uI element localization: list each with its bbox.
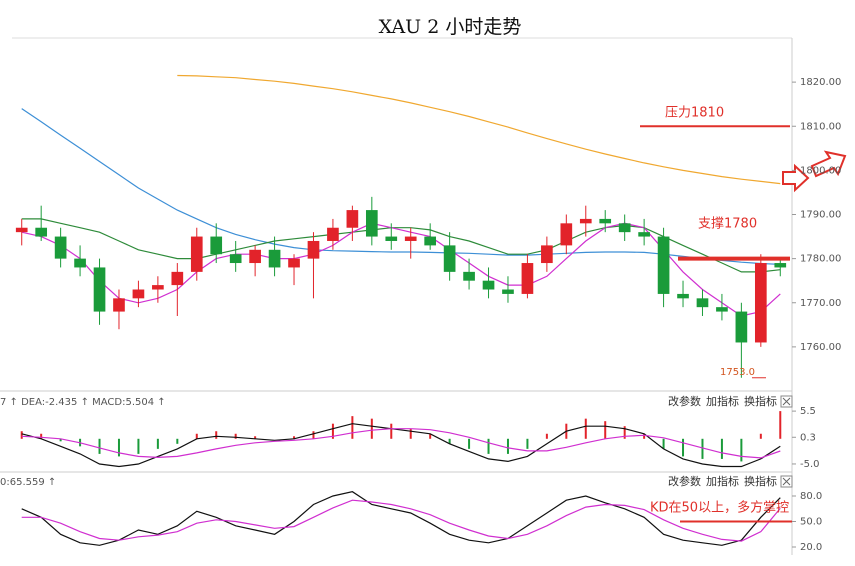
annotation-text: KD在50以上，多方掌控 bbox=[650, 500, 789, 516]
candle-body bbox=[288, 258, 300, 268]
candle-body bbox=[171, 271, 184, 286]
candle-body bbox=[638, 232, 650, 237]
candle-body bbox=[696, 298, 709, 308]
candle-body bbox=[365, 210, 378, 237]
indicator-line bbox=[21, 108, 781, 265]
candle-body bbox=[754, 263, 767, 343]
candle-body bbox=[599, 218, 612, 224]
candle-body bbox=[502, 289, 514, 294]
candle-body bbox=[327, 227, 339, 241]
candle-body bbox=[618, 223, 631, 233]
candle-body bbox=[774, 263, 787, 268]
candle-body bbox=[307, 240, 320, 259]
candle-body bbox=[152, 285, 164, 290]
arrow-icon bbox=[810, 150, 847, 178]
indicator-line bbox=[177, 74, 781, 185]
y-tick-label: 1760.00 bbox=[800, 342, 841, 353]
y-tick-label: 20.0 bbox=[800, 542, 822, 553]
indicator-line bbox=[21, 499, 781, 542]
y-tick-label: 50.0 bbox=[800, 517, 822, 528]
candle-body bbox=[132, 289, 145, 299]
candle-body bbox=[716, 307, 728, 312]
y-tick-label: 0.3 bbox=[800, 432, 816, 443]
candle-body bbox=[210, 236, 223, 255]
indicator-button[interactable]: 改参数 bbox=[668, 474, 701, 488]
y-tick-label: -5.0 bbox=[800, 459, 820, 470]
indicator-button[interactable]: 加指标 bbox=[706, 394, 739, 408]
annotation-text: 压力1810 bbox=[665, 106, 724, 121]
candle-body bbox=[268, 249, 281, 268]
candle-body bbox=[15, 227, 28, 233]
candle-body bbox=[424, 236, 437, 246]
indicator-header: 0:65.559 ↑ bbox=[0, 477, 56, 488]
candle-body bbox=[404, 236, 417, 241]
candle-body bbox=[190, 236, 203, 272]
chart-title: XAU 2 小时走势 bbox=[379, 16, 522, 38]
indicator-button[interactable]: 改参数 bbox=[668, 394, 701, 408]
indicator-button[interactable]: 换指标 bbox=[744, 474, 777, 488]
candle-body bbox=[35, 227, 48, 237]
annotation-text: 1753.0 bbox=[720, 367, 755, 378]
candle-body bbox=[249, 249, 261, 264]
candle-body bbox=[346, 210, 359, 228]
indicator-line bbox=[21, 423, 781, 468]
candle-body bbox=[521, 263, 534, 294]
indicator-line bbox=[21, 428, 781, 459]
arrow-icon bbox=[782, 163, 810, 193]
candle-body bbox=[385, 236, 398, 241]
y-tick-label: 1810.00 bbox=[800, 121, 841, 132]
y-tick-label: 1790.00 bbox=[800, 210, 841, 221]
indicator-line bbox=[21, 222, 781, 317]
indicator-header: 7 ↑ DEA:-2.435 ↑ MACD:5.504 ↑ bbox=[0, 397, 166, 408]
annotation-text: 支撑1780 bbox=[698, 217, 757, 232]
candle-body bbox=[463, 271, 475, 281]
close-icon bbox=[782, 397, 791, 406]
y-tick-label: 5.5 bbox=[800, 406, 816, 417]
candle-body bbox=[482, 280, 495, 290]
candle-body bbox=[579, 218, 592, 224]
candle-body bbox=[443, 245, 456, 272]
y-tick-label: 1800.00 bbox=[800, 165, 841, 176]
candle-body bbox=[229, 254, 242, 264]
indicator-button[interactable]: 换指标 bbox=[744, 394, 777, 408]
candle-body bbox=[735, 311, 748, 343]
indicator-line bbox=[21, 218, 781, 273]
y-tick-label: 1820.00 bbox=[800, 77, 841, 88]
candle-body bbox=[657, 236, 670, 294]
y-tick-label: 1770.00 bbox=[800, 298, 841, 309]
indicator-line bbox=[21, 491, 781, 546]
candle-body bbox=[541, 245, 553, 264]
candle-body bbox=[677, 293, 689, 299]
candle-body bbox=[74, 258, 86, 268]
y-tick-label: 1780.00 bbox=[800, 254, 841, 265]
candle-body bbox=[560, 223, 573, 246]
close-icon bbox=[782, 477, 791, 486]
candle-body bbox=[54, 236, 67, 259]
indicator-button[interactable]: 加指标 bbox=[706, 474, 739, 488]
y-tick-label: 80.0 bbox=[800, 491, 822, 502]
candle-body bbox=[93, 267, 106, 312]
candle-body bbox=[113, 298, 125, 312]
